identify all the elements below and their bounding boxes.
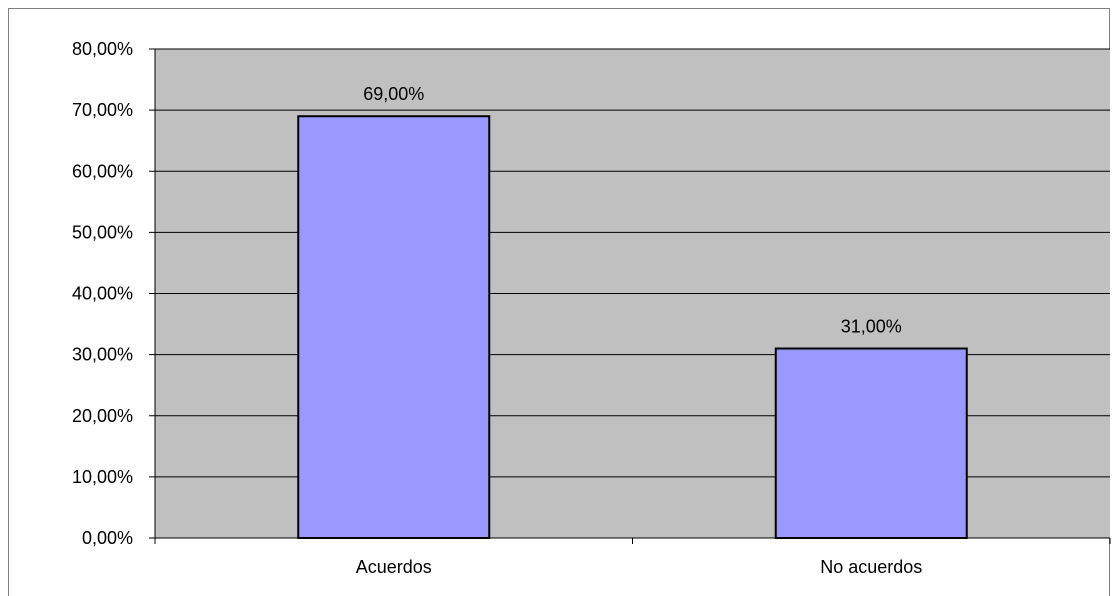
y-tick-label: 10,00%: [72, 467, 133, 487]
y-tick-label: 70,00%: [72, 100, 133, 120]
bar: [774, 347, 968, 540]
y-tick-label: 80,00%: [72, 39, 133, 59]
x-tick-label: Acuerdos: [356, 557, 432, 577]
y-tick-label: 20,00%: [72, 406, 133, 426]
bar-value-label: 69,00%: [363, 84, 424, 104]
bar-value-label: 31,00%: [841, 317, 902, 337]
y-tick-label: 50,00%: [72, 222, 133, 242]
x-axis-labels: Acuerdos No acuerdos: [356, 557, 923, 577]
bar: [297, 115, 491, 540]
x-tick-label: No acuerdos: [820, 557, 922, 577]
y-axis-ticks: 0,00% 10,00% 20,00% 30,00% 40,00% 50,00% 60,00…: [72, 39, 155, 548]
y-tick-label: 40,00%: [72, 284, 133, 304]
bars: [297, 115, 968, 540]
y-tick-label: 0,00%: [82, 528, 133, 548]
y-tick-label: 30,00%: [72, 345, 133, 365]
axes: [154, 49, 1111, 544]
value-labels: 69,00% 31,00%: [363, 84, 902, 336]
y-tick-label: 60,00%: [72, 161, 133, 181]
